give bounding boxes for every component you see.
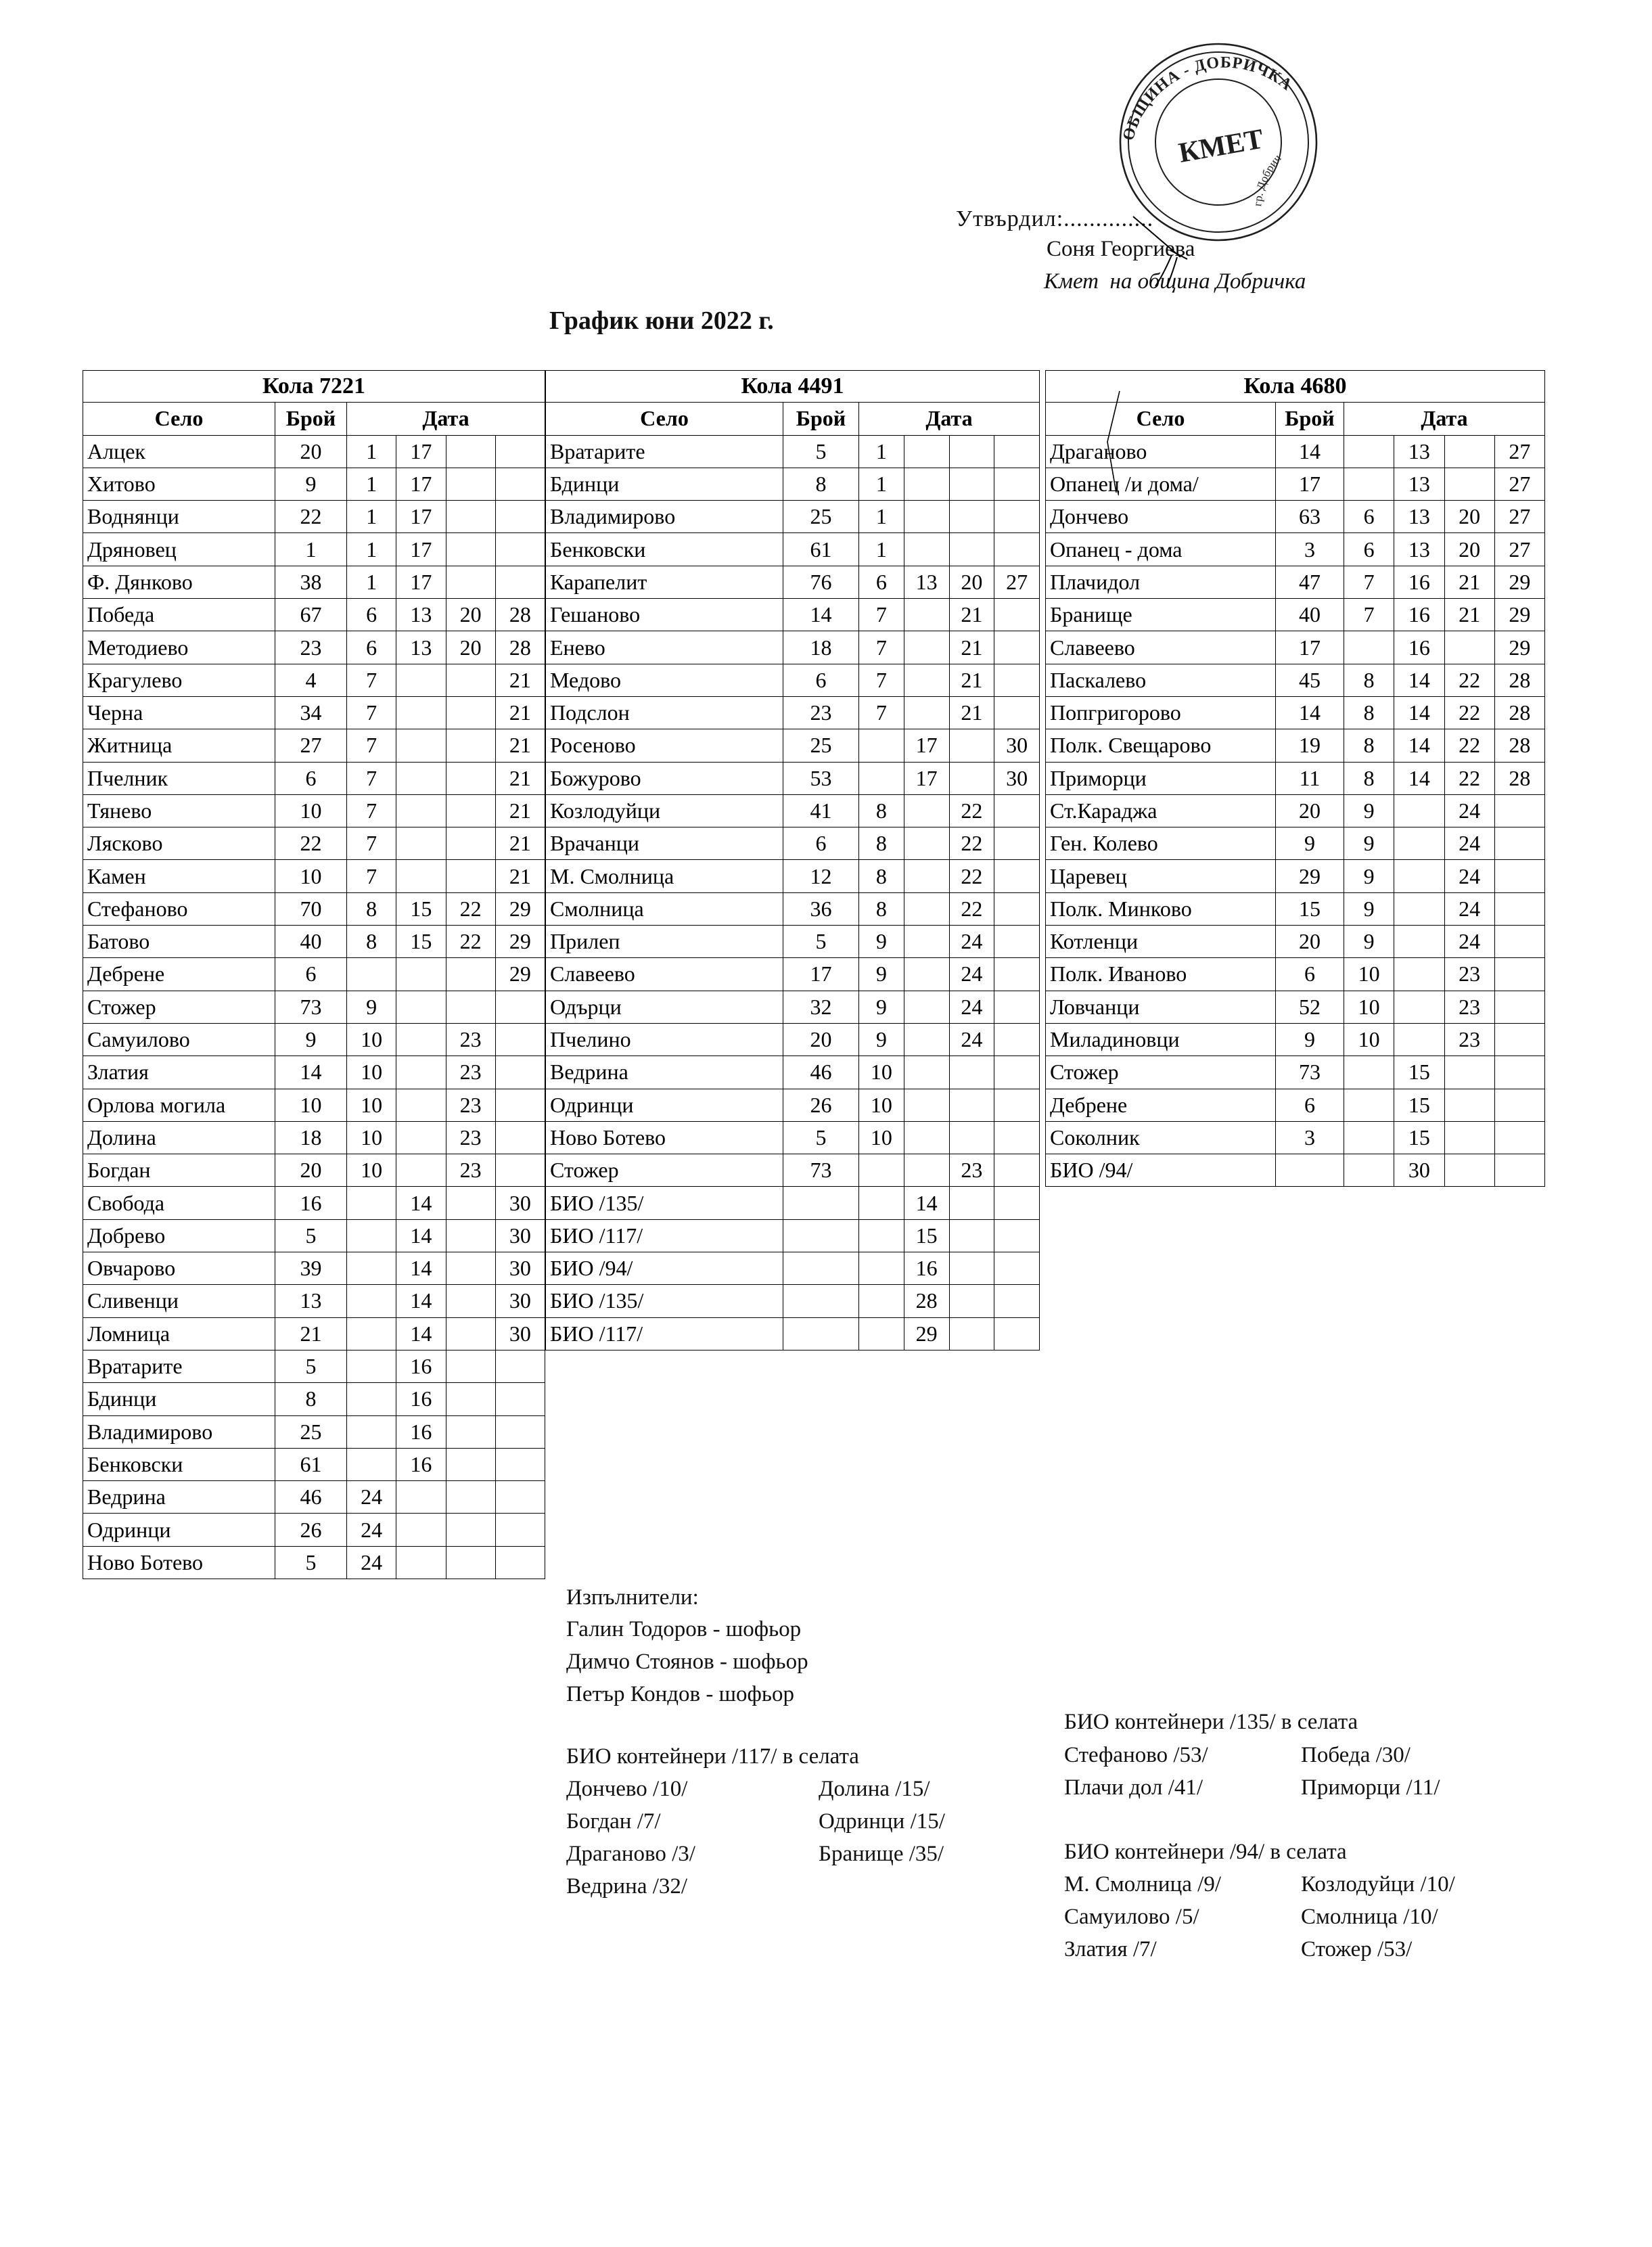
svg-text:КМЕТ: КМЕТ: [1176, 124, 1266, 169]
svg-text:ОБЩИНА - ДОБРИЧКА: ОБЩИНА - ДОБРИЧКА: [1107, 41, 1299, 147]
svg-text:гр. Добрич: гр. Добрич: [1237, 150, 1295, 210]
